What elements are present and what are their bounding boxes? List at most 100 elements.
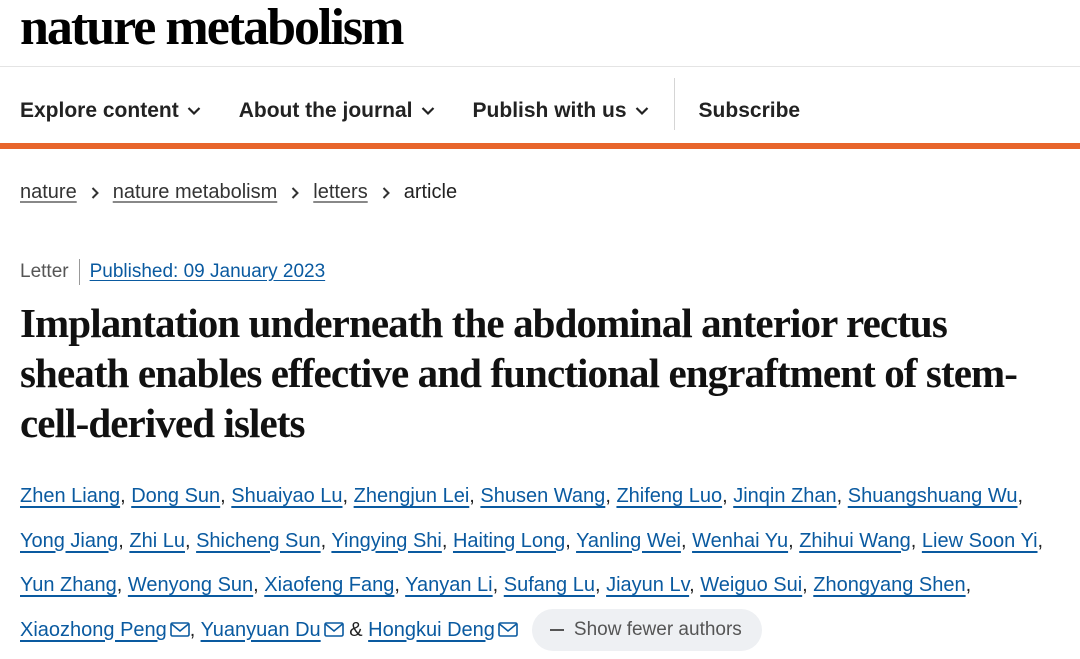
author-separator: , bbox=[394, 574, 400, 596]
author: Zhongyang Shen, bbox=[813, 574, 971, 596]
chevron bbox=[635, 107, 648, 116]
toggle-dash bbox=[549, 629, 564, 632]
author-separator: , bbox=[441, 529, 448, 552]
author-separator: , bbox=[253, 574, 259, 596]
email-icon[interactable] bbox=[169, 621, 190, 637]
author-separator: , bbox=[836, 485, 843, 507]
author: Shuaiyao Lu, bbox=[231, 485, 348, 507]
author-name[interactable]: Haiting Long bbox=[452, 529, 566, 552]
author-name[interactable]: Yanyan Li bbox=[405, 574, 493, 596]
author-name[interactable]: Weiguo Sui bbox=[700, 574, 803, 596]
author-separator: , bbox=[689, 574, 695, 596]
author-name[interactable]: Shuaiyao Lu bbox=[231, 485, 343, 507]
author-name[interactable]: Xiaozhong Peng bbox=[20, 618, 167, 641]
article-meta: Letter Published: 09 January 2023 bbox=[20, 259, 325, 285]
breadcrumb-link[interactable]: letters bbox=[313, 181, 368, 203]
author: Yanyan Li, bbox=[405, 574, 498, 596]
author-separator: , bbox=[1037, 529, 1044, 552]
author: Xiaofeng Fang, bbox=[264, 574, 400, 596]
author: Shicheng Sun, bbox=[196, 530, 326, 552]
author-name[interactable]: Yun Zhang bbox=[20, 574, 117, 596]
author-separator: , bbox=[189, 618, 196, 641]
author-name[interactable]: Zhifeng Luo bbox=[616, 485, 723, 507]
author-separator: , bbox=[565, 529, 571, 552]
author-name[interactable]: Hongkui Deng bbox=[368, 618, 495, 641]
author-separator: , bbox=[116, 574, 123, 596]
nav-label[interactable]: Explore content bbox=[20, 99, 179, 122]
author-name[interactable]: Shusen Wang bbox=[480, 485, 606, 507]
nav-label[interactable]: Subscribe bbox=[698, 99, 801, 122]
author: Yanling Wei, bbox=[576, 530, 686, 552]
author-name[interactable]: Liew Soon Yi bbox=[921, 529, 1038, 552]
author: Zhengjun Lei, bbox=[354, 485, 475, 507]
author-name[interactable]: Zhihui Wang bbox=[799, 529, 911, 552]
author: Zhifeng Luo, bbox=[616, 485, 727, 507]
nav-item[interactable]: About the journal bbox=[239, 99, 435, 123]
author-name[interactable]: Zhengjun Lei bbox=[353, 485, 470, 507]
author-name[interactable]: Dong Sun bbox=[131, 485, 221, 507]
nav-item[interactable]: Subscribe bbox=[699, 99, 801, 123]
author-name[interactable]: Jinqin Zhan bbox=[733, 485, 837, 507]
author-name[interactable]: Zhen Liang bbox=[20, 485, 121, 507]
author-name[interactable]: Shuangshuang Wu bbox=[847, 485, 1018, 507]
breadcrumb-arrow bbox=[91, 186, 99, 199]
author-separator: , bbox=[788, 529, 794, 552]
chevron bbox=[421, 107, 434, 116]
author-separator: , bbox=[722, 485, 728, 507]
author-name[interactable]: Zhi Lu bbox=[129, 529, 185, 552]
author: Zhihui Wang, bbox=[799, 530, 916, 552]
breadcrumbs: nature nature metabolism letters article bbox=[20, 181, 457, 204]
author-name[interactable]: Sufang Lu bbox=[503, 574, 595, 596]
author-name[interactable]: Zhongyang Shen bbox=[813, 574, 966, 596]
author-separator: , bbox=[802, 574, 808, 596]
author-name[interactable]: Xiaofeng Fang bbox=[264, 574, 395, 596]
nav-item[interactable]: Explore content bbox=[20, 99, 201, 123]
author: Dong Sun, bbox=[131, 485, 226, 507]
author-name[interactable]: Wenhai Yu bbox=[692, 529, 789, 552]
nav-label[interactable]: About the journal bbox=[238, 99, 413, 122]
logo[interactable]: nature metabolism bbox=[20, 0, 404, 56]
toggle-label[interactable]: Show fewer authors bbox=[573, 619, 742, 641]
breadcrumb-link[interactable]: nature metabolism bbox=[112, 181, 278, 203]
accent-bar bbox=[0, 143, 1080, 149]
author-separator: , bbox=[469, 485, 475, 507]
author: Jinqin Zhan, bbox=[733, 485, 842, 507]
author: Zhi Lu, bbox=[129, 530, 190, 552]
author: Wenhai Yu, bbox=[692, 530, 794, 552]
author-name[interactable]: Yingying Shi bbox=[331, 529, 442, 552]
breadcrumb-current: article bbox=[403, 181, 458, 203]
author-final-separator: & bbox=[349, 618, 363, 641]
article-title: Implantation underneath the abdominal an… bbox=[20, 300, 1018, 446]
author: Shusen Wang, bbox=[480, 485, 610, 507]
author: Liew Soon Yi, bbox=[922, 530, 1043, 552]
author-separator: , bbox=[910, 529, 917, 552]
author-name[interactable]: Wenyong Sun bbox=[127, 574, 254, 596]
author: Sufang Lu, bbox=[504, 574, 601, 596]
author-name[interactable]: Jiayun Lv bbox=[606, 574, 690, 596]
author: Zhen Liang, bbox=[20, 485, 126, 507]
author: Weiguo Sui, bbox=[700, 574, 807, 596]
author-name[interactable]: Yuanyuan Du bbox=[200, 618, 321, 641]
author: Hongkui Deng bbox=[368, 619, 518, 641]
author-separator: , bbox=[1017, 485, 1024, 507]
author-separator: , bbox=[594, 574, 601, 596]
chevron bbox=[187, 107, 200, 116]
article-type: Letter bbox=[20, 259, 80, 285]
nav: Explore content About the journal Publis… bbox=[20, 78, 838, 130]
email-icon[interactable] bbox=[498, 621, 518, 637]
published-date[interactable]: Published: 09 January 2023 bbox=[89, 261, 326, 282]
author-list: Zhen Liang, Dong Sun, Shuaiyao Lu, Zheng… bbox=[20, 474, 1070, 652]
breadcrumb-link[interactable]: nature bbox=[20, 181, 77, 203]
author-name[interactable]: Shicheng Sun bbox=[196, 529, 321, 552]
breadcrumb-arrow bbox=[382, 186, 390, 199]
author-name[interactable]: Yong Jiang bbox=[20, 529, 119, 552]
email-icon[interactable] bbox=[323, 621, 344, 637]
nav-label[interactable]: Publish with us bbox=[472, 99, 627, 122]
nav-item[interactable]: Publish with us bbox=[473, 99, 649, 123]
author-separator: , bbox=[184, 529, 191, 552]
show-fewer-authors-button[interactable]: Show fewer authors bbox=[531, 609, 762, 652]
author-name[interactable]: Yanling Wei bbox=[576, 529, 681, 552]
breadcrumb-arrow bbox=[292, 186, 300, 199]
